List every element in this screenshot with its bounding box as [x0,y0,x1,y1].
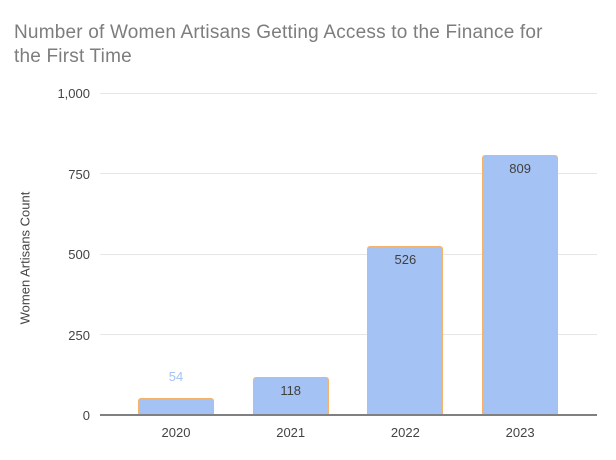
bar [367,245,444,415]
bar-value-label: 118 [280,383,302,398]
x-tick-label: 2022 [390,425,420,440]
y-tick-label: 500 [68,247,90,262]
grid-line [100,334,597,335]
x-tick-label: 2023 [505,425,535,440]
grid-line [100,92,597,94]
bar-value-label: 526 [394,251,417,267]
chart-title: Number of Women Artisans Getting Access … [14,22,543,67]
bar [252,377,329,415]
bar [138,397,214,415]
y-tick-label: 0 [82,408,90,423]
y-tick-label: 250 [68,327,90,343]
grid-line [100,173,597,174]
bar [482,154,559,415]
bar-value-label: 809 [509,160,531,176]
x-tick-label: 2020 [161,425,191,440]
y-tick-label: 1,000 [57,86,90,101]
bar-value-label: 54 [168,368,184,384]
x-axis-baseline [100,414,597,416]
x-tick-label: 2021 [276,425,306,440]
plot-area: 54 2020 118 2021 526 2022 809 2023 [100,92,597,440]
y-tick-label: 750 [68,166,90,182]
grid-line [100,253,597,255]
